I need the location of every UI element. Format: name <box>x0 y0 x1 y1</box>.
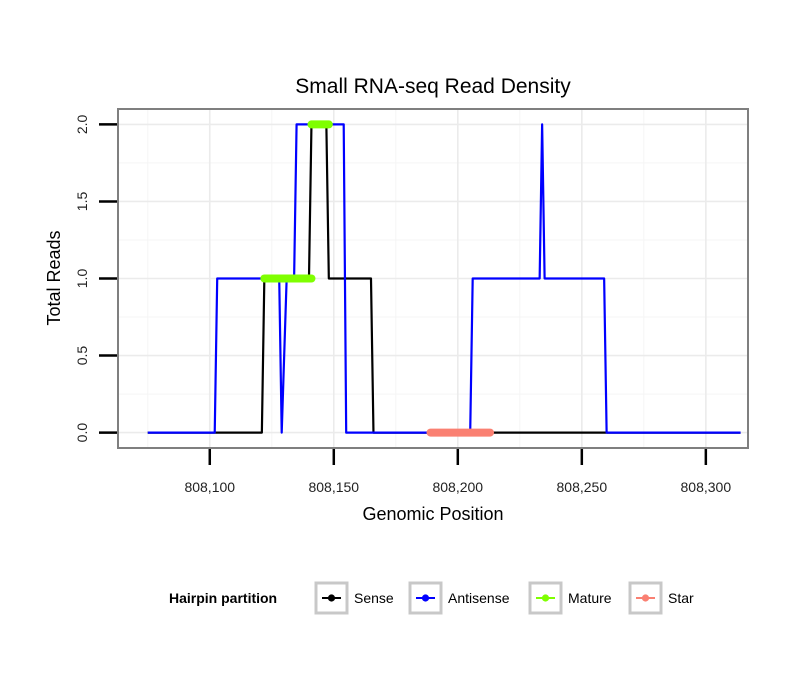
y-tick-label: 0.0 <box>74 423 90 443</box>
legend-key-dot-star <box>641 594 650 602</box>
legend-item-sense: Sense <box>314 581 394 615</box>
legend-key-dot-sense <box>327 594 336 602</box>
x-axis: 808,100 808,150 808,200 808,250 808,300 <box>184 449 731 495</box>
x-axis-label: Genomic Position <box>362 504 503 524</box>
x-tick-label: 808,200 <box>432 479 483 495</box>
legend-key-dot-mature <box>541 594 550 602</box>
grid <box>118 109 748 448</box>
y-tick-label: 1.0 <box>74 269 90 289</box>
legend-label-antisense: Antisense <box>448 590 510 606</box>
legend-item-mature: Mature <box>528 581 612 615</box>
legend-title: Hairpin partition <box>169 590 277 606</box>
y-axis-label: Total Reads <box>44 230 64 325</box>
x-tick-label: 808,300 <box>681 479 732 495</box>
legend-label-star: Star <box>668 590 694 606</box>
y-axis: 0.0 0.5 1.0 1.5 2.0 <box>74 114 117 442</box>
x-tick-label: 808,150 <box>308 479 359 495</box>
data-layer <box>147 120 741 437</box>
legend-label-mature: Mature <box>568 590 612 606</box>
legend: Hairpin partition Sense Antisense Mature St… <box>169 581 694 615</box>
legend-key-dot-antisense <box>421 594 430 602</box>
y-tick-label: 1.5 <box>74 192 90 212</box>
y-tick-label: 2.0 <box>74 114 90 134</box>
legend-item-antisense: Antisense <box>408 581 510 615</box>
chart-title: Small RNA-seq Read Density <box>295 75 571 98</box>
legend-item-star: Star <box>628 581 694 615</box>
y-tick-label: 0.5 <box>74 346 90 366</box>
x-tick-label: 808,100 <box>184 479 235 495</box>
plot-panel-border <box>117 108 749 449</box>
legend-label-sense: Sense <box>354 590 394 606</box>
x-tick-label: 808,250 <box>557 479 608 495</box>
